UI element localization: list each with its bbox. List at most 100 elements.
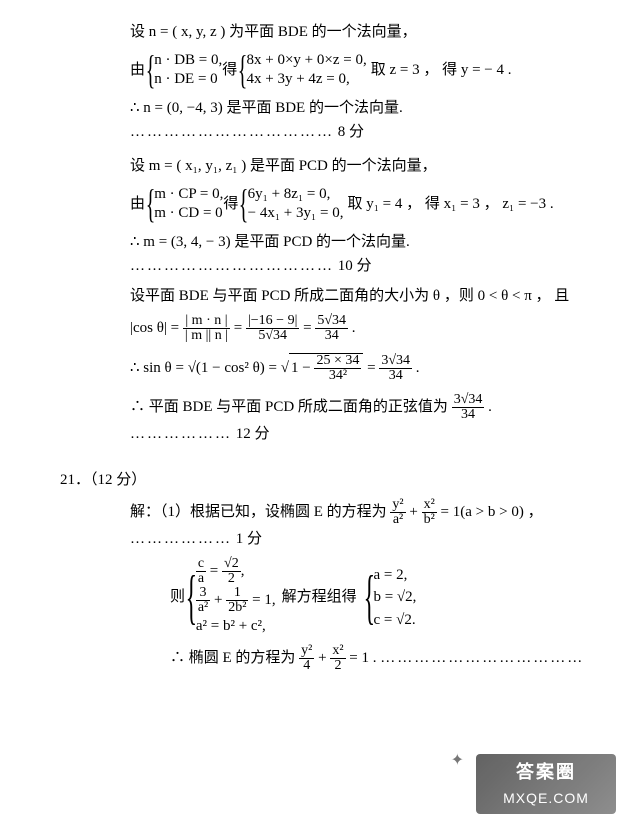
score: 8 分 [338, 124, 364, 140]
frac1: | m · n | | m || n | [183, 314, 230, 343]
p20-line1: 设 n = ( x, y, z ) 为平面 BDE 的一个法向量， [130, 20, 594, 44]
mid: 解方程组得 [282, 585, 357, 609]
frac1: y² a² [390, 498, 405, 527]
pre: 由 [130, 192, 145, 216]
num: y² [390, 498, 405, 513]
sys1: 8x + 0×y + 0×z = 0, [246, 51, 366, 71]
den: 5√34 [246, 329, 299, 343]
eq1: n · DB = 0, [154, 51, 222, 71]
watermark-bot: MXQE.COM [503, 787, 589, 809]
frac2: x² 2 [330, 644, 345, 673]
sys1: 6y₁ + 8z₁ = 0, [248, 185, 344, 205]
frac2: |−16 − 9| 5√34 [246, 314, 299, 343]
watermark: 答案圈 MXQE.COM [476, 754, 616, 814]
pre: 则 [170, 585, 185, 609]
brace-icon: { [238, 50, 248, 90]
eq: = [234, 320, 242, 336]
pre: ∴ sin θ = √(1 − cos² θ) = [130, 360, 281, 376]
brace-icon: { [146, 184, 156, 224]
pre: ∴ 平面 BDE 与平面 PCD 所成二面角的正弦值为 [130, 399, 448, 415]
dots: ……………………………… [130, 124, 334, 140]
eq2: m · CD = 0 [154, 204, 223, 224]
text: ∴ n = (0, −4, 3) 是平面 BDE 的一个法向量. [130, 100, 403, 116]
den: 34 [315, 329, 348, 343]
end: , [241, 563, 245, 579]
num: x² [330, 644, 345, 659]
watermark-top: 答案圈 [516, 758, 576, 787]
row1: c a = √2 2 , [196, 557, 276, 586]
p20-final: ∴ 平面 BDE 与平面 PCD 所成二面角的正弦值为 3√34 34 . ……… [130, 393, 594, 446]
den: a² [196, 601, 210, 615]
p21-qnum: 21．（12 分） [60, 468, 594, 492]
eq2: = [303, 320, 311, 336]
frac-res: 3√34 34 [379, 354, 412, 383]
col-left: c a = √2 2 , 3 a² + 1 2b² = 1, [196, 557, 276, 638]
num: x² [422, 498, 437, 513]
p20-line6: ∴ m = (3, 4, − 3) 是平面 PCD 的一个法向量. ………………… [130, 230, 594, 278]
p20-line5: 由 { m · CP = 0, m · CD = 0 得 { 6y₁ + 8z₁… [130, 184, 594, 224]
text: 设 m = ( x₁, y₁, z₁ ) 是平面 PCD 的一个法向量， [130, 158, 437, 174]
row3: a² = b² + c², [196, 615, 276, 638]
sol1: a = 2, [373, 564, 416, 587]
text: ∴ m = (3, 4, − 3) 是平面 PCD 的一个法向量. [130, 234, 410, 250]
eq: = [367, 360, 375, 376]
frac-inner: 25 × 34 34² [314, 354, 361, 383]
num: 5√34 [315, 314, 348, 329]
sol2: b = √2, [373, 586, 416, 609]
num: √2 [222, 557, 241, 572]
sys2: 4x + 3y + 4z = 0, [246, 70, 366, 90]
den: a² [390, 513, 405, 527]
star-icon: ✦ [451, 748, 464, 774]
num: 3√34 [452, 393, 485, 408]
score: 1 分 [236, 531, 262, 547]
sol3: c = √2. [373, 609, 416, 632]
dots: ……………………………… [130, 258, 334, 274]
text: 设平面 BDE 与平面 PCD 所成二面角的大小为 θ ，则 0 < θ < π… [130, 288, 569, 304]
frac-final: 3√34 34 [452, 393, 485, 422]
dots: ……………………………… [380, 649, 584, 665]
num: 3 [196, 586, 210, 601]
den: | m || n | [183, 329, 230, 343]
plus: + [214, 592, 222, 608]
sqrt-body: 1 − 25 × 34 34² [289, 353, 363, 383]
p21-final: ∴ 椭圆 E 的方程为 y² 4 + x² 2 = 1 . …………………………… [170, 644, 594, 673]
frac1: y² 4 [299, 644, 314, 673]
frac1: 3 a² [196, 586, 210, 615]
end: . [352, 320, 356, 336]
p21-line1: 解：（1）根据已知，设椭圆 E 的方程为 y² a² + x² b² = 1(a… [130, 498, 594, 551]
row2: 3 a² + 1 2b² = 1, [196, 586, 276, 615]
mid: 得 [223, 192, 238, 216]
end: . [416, 360, 420, 376]
post: 取 z = 3 ， 得 y = − 4 . [371, 58, 512, 82]
lhs: |cos θ| = [130, 320, 179, 336]
page-content: 设 n = ( x, y, z ) 为平面 BDE 的一个法向量， 由 { n … [0, 0, 624, 699]
col-sys: 6y₁ + 8z₁ = 0, − 4x₁ + 3y₁ = 0, [248, 185, 344, 224]
pre: 解：（1）根据已知，设椭圆 E 的方程为 [130, 504, 387, 520]
num: c [196, 557, 206, 572]
eq1: m · CP = 0, [154, 185, 223, 205]
p20-line2: 由 { n · DB = 0, n · DE = 0 得 { 8x + 0×y … [130, 50, 594, 90]
eq2: n · DE = 0 [154, 70, 222, 90]
frac3: 5√34 34 [315, 314, 348, 343]
den: 34² [314, 369, 361, 383]
den: 2 [222, 572, 241, 586]
den: a [196, 572, 206, 586]
pre: 由 [130, 58, 145, 82]
col-eq: m · CP = 0, m · CD = 0 [154, 185, 223, 224]
brace-icon: { [146, 50, 156, 90]
p20-cos: |cos θ| = | m · n | | m || n | = |−16 − … [130, 314, 594, 343]
eq: = [210, 563, 218, 579]
num: |−16 − 9| [246, 314, 299, 329]
num: 1 [226, 586, 248, 601]
col-eq: n · DB = 0, n · DE = 0 [154, 51, 222, 90]
pre: ∴ 椭圆 E 的方程为 [170, 649, 295, 665]
col-sys: 8x + 0×y + 0×z = 0, 4x + 3y + 4z = 0, [246, 51, 366, 90]
col-right: a = 2, b = √2, c = √2. [373, 564, 416, 632]
p21-system: 则 { c a = √2 2 , 3 a² + [170, 557, 594, 638]
text: 21．（12 分） [60, 472, 146, 488]
num: 25 × 34 [314, 354, 361, 369]
den: 2b² [226, 601, 248, 615]
brace-icon: { [363, 567, 375, 627]
post: 取 y₁ = 4 ， 得 x₁ = 3 ， z₁ = −3 . [347, 192, 553, 216]
sys2: − 4x₁ + 3y₁ = 0, [248, 204, 344, 224]
